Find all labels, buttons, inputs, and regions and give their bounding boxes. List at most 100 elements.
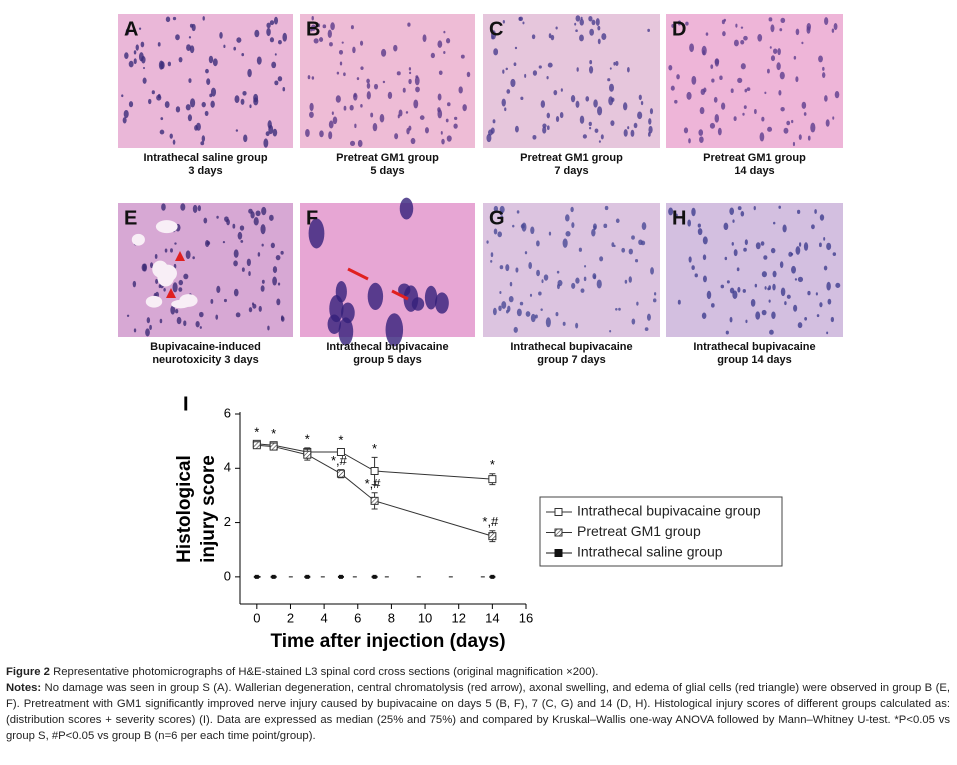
nucleus (260, 224, 266, 235)
nucleus (610, 120, 615, 126)
nucleus (701, 312, 707, 319)
nucleus (514, 46, 518, 50)
nucleus (372, 123, 378, 132)
nucleus (608, 83, 615, 92)
nucleus (575, 100, 580, 108)
nucleus (597, 38, 601, 45)
nucleus (823, 265, 828, 271)
nucleus (773, 48, 778, 54)
nucleus (795, 246, 801, 255)
y-tick-label: 0 (224, 568, 231, 583)
nucleus (624, 279, 628, 284)
nucleus (305, 128, 310, 138)
nucleus (627, 126, 630, 130)
value-label: * (490, 457, 495, 472)
nucleus (185, 104, 191, 111)
nucleus (343, 72, 346, 77)
nucleus (242, 90, 247, 96)
nucleus (598, 140, 601, 143)
red-triangle (166, 288, 176, 298)
nucleus (263, 138, 269, 148)
panel-letter: E (124, 207, 137, 229)
nucleus (648, 118, 652, 125)
nucleus (385, 313, 404, 347)
nucleus (833, 23, 838, 31)
nucleus (778, 205, 782, 209)
nucleus (530, 226, 535, 235)
nucleus (397, 114, 400, 119)
nucleus (634, 258, 639, 263)
y-tick-label: 2 (224, 514, 231, 529)
nucleus (516, 210, 520, 214)
nucleus (208, 55, 214, 64)
nucleus (826, 331, 829, 335)
nucleus (243, 134, 248, 143)
nucleus (803, 242, 809, 251)
nucleus (236, 37, 242, 43)
nucleus (338, 49, 344, 55)
nucleus (755, 242, 761, 250)
nucleus (174, 242, 177, 245)
legend-box (539, 496, 783, 567)
nucleus (803, 112, 807, 116)
nucleus (816, 314, 820, 318)
nucleus (603, 223, 608, 229)
nucleus (359, 40, 364, 46)
nucleus (801, 41, 804, 45)
nucleus (636, 301, 639, 306)
nucleus (234, 95, 240, 104)
nucleus (272, 266, 278, 274)
nucleus (402, 87, 406, 93)
nucleus (205, 239, 210, 248)
nucleus (834, 90, 840, 99)
nucleus (195, 320, 200, 328)
nucleus (557, 279, 563, 287)
nucleus (210, 298, 214, 304)
marker (488, 532, 497, 541)
nucleus (167, 61, 172, 67)
nucleus (215, 314, 219, 320)
nucleus (697, 223, 701, 228)
nucleus (671, 24, 675, 28)
nucleus (446, 102, 451, 107)
nucleus (201, 101, 206, 108)
nucleus (398, 109, 403, 117)
nucleus (607, 78, 611, 82)
nucleus (579, 18, 584, 26)
nucleus (543, 274, 549, 281)
nucleus (782, 224, 787, 233)
nucleus (198, 311, 204, 318)
nucleus (270, 242, 275, 249)
nucleus (532, 134, 537, 140)
nucleus (172, 282, 178, 293)
nucleus (443, 51, 446, 55)
nucleus (509, 281, 513, 287)
micrograph (300, 14, 475, 148)
nucleus (553, 89, 558, 96)
nucleus (175, 309, 179, 314)
nucleus (158, 60, 164, 70)
nucleus (505, 264, 510, 272)
panel-caption: Intrathecal bupivacaine (326, 341, 448, 353)
nucleus (575, 277, 580, 284)
nucleus (529, 293, 533, 297)
nucleus (254, 29, 260, 38)
nucleus (500, 215, 504, 221)
nucleus (373, 83, 379, 90)
nucleus (791, 265, 797, 274)
nucleus (249, 104, 252, 109)
nucleus (714, 113, 720, 123)
nucleus (248, 271, 251, 276)
x-tick-label: 16 (519, 610, 533, 625)
nucleus (170, 305, 176, 315)
nucleus (773, 221, 776, 225)
marker (305, 574, 310, 579)
nucleus (408, 71, 412, 75)
nucleus (226, 218, 230, 226)
nucleus (186, 44, 191, 51)
nucleus (515, 267, 519, 273)
red-arrow (347, 267, 369, 281)
nucleus (269, 20, 275, 26)
vacuole (157, 268, 174, 287)
